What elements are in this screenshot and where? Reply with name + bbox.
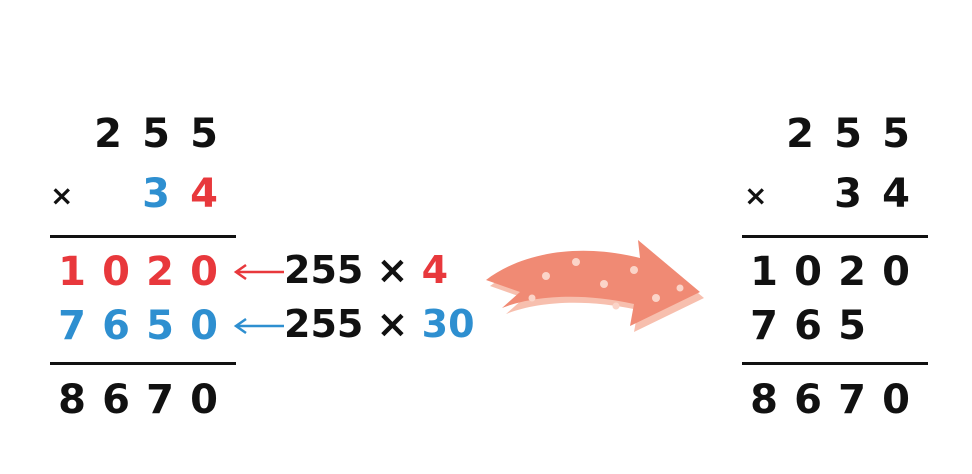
right-top-rule	[742, 235, 928, 238]
right-multiplicand-digit-3: 5	[882, 111, 910, 157]
left-partial2-digit-2: 6	[102, 303, 130, 349]
note-row2: 255 × 30	[284, 300, 475, 348]
left-top-rule	[50, 235, 236, 238]
right-partial2-digit-2: 6	[794, 303, 822, 349]
left-partial1-digit-4: 0	[190, 249, 218, 295]
left-partial1-digit-1: 1	[58, 249, 86, 295]
left-multiplicand-digit-2: 5	[142, 111, 170, 157]
right-partial1-digit-4: 0	[882, 249, 910, 295]
note-row2-base: 255 ×	[284, 302, 422, 346]
right-bottom-rule	[742, 362, 928, 365]
left-partial2-digit-3: 5	[146, 303, 174, 349]
left-product-digit-2: 6	[102, 377, 130, 423]
right-multiplier-ones-digit: 4	[882, 171, 910, 217]
left-partial2-digit-1: 7	[58, 303, 86, 349]
note-row1-base: 255 ×	[284, 248, 422, 292]
left-multiplier-tens-digit: 3	[142, 171, 170, 217]
left-partial2-digit-4: 0	[190, 303, 218, 349]
right-multiplicand-digit-1: 2	[786, 111, 814, 157]
right-times-sign: ×	[744, 179, 768, 212]
right-product-digit-1: 8	[750, 377, 778, 423]
left-multiplicand-digit-3: 5	[190, 111, 218, 157]
right-multiplicand-digit-2: 5	[834, 111, 862, 157]
left-product-digit-1: 8	[58, 377, 86, 423]
left-product-digit-4: 0	[190, 377, 218, 423]
right-partial2-digit-1: 7	[750, 303, 778, 349]
left-times-sign: ×	[50, 179, 74, 212]
right-multiplier-tens-digit: 3	[834, 171, 862, 217]
note-row1-factor: 4	[421, 248, 449, 292]
left-partial1-digit-3: 2	[146, 249, 174, 295]
note-row2-factor: 30	[421, 302, 475, 346]
right-partial1-digit-3: 2	[838, 249, 866, 295]
note-row1: 255 × 4	[284, 246, 448, 294]
right-partial1-digit-2: 0	[794, 249, 822, 295]
left-multiplicand-digit-1: 2	[94, 111, 122, 157]
left-partial1-digit-2: 0	[102, 249, 130, 295]
blue-pointer-arrow-icon	[233, 317, 284, 335]
curved-arrow-right-icon	[486, 240, 704, 332]
red-pointer-arrow-icon	[233, 263, 284, 281]
right-product-digit-4: 0	[882, 377, 910, 423]
left-product-digit-3: 7	[146, 377, 174, 423]
right-partial1-digit-1: 1	[750, 249, 778, 295]
left-multiplier-ones-digit: 4	[190, 171, 218, 217]
left-bottom-rule	[50, 362, 236, 365]
right-product-digit-3: 7	[838, 377, 866, 423]
right-partial2-digit-3: 5	[838, 303, 866, 349]
right-product-digit-2: 6	[794, 377, 822, 423]
